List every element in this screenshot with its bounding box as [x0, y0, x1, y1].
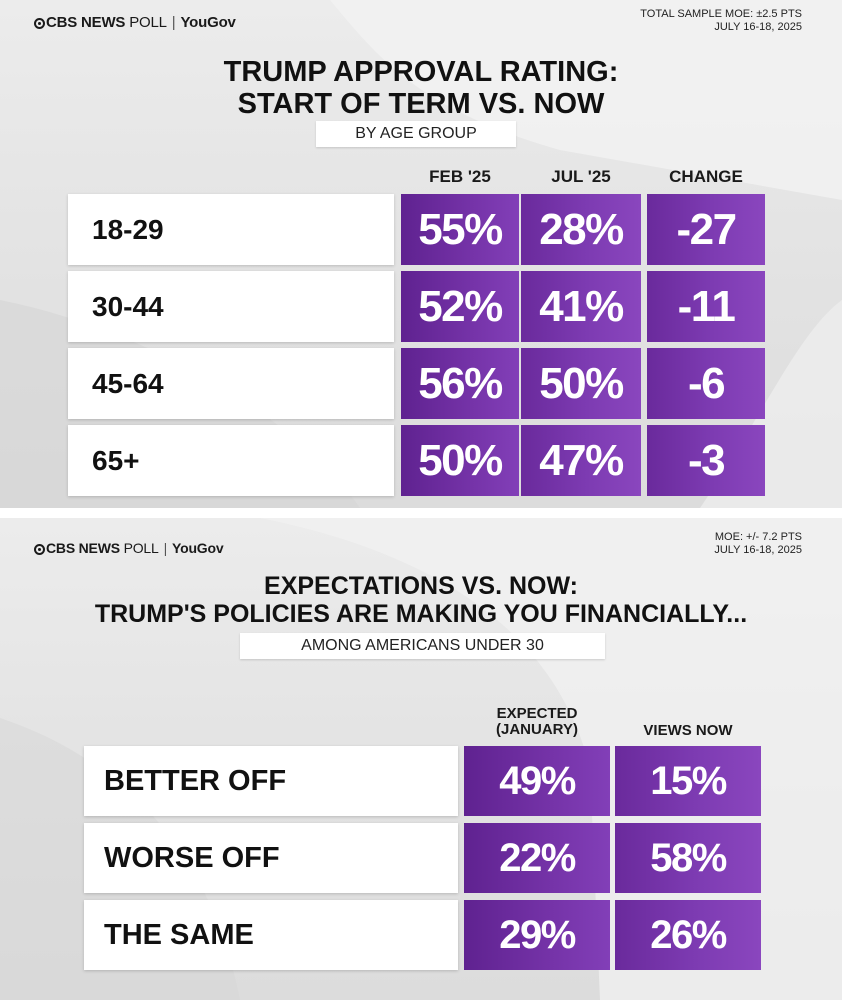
row-label: BETTER OFF [84, 746, 458, 816]
column-header: EXPECTED (JANUARY) [464, 706, 610, 738]
brand-divider: | [163, 540, 168, 556]
data-cell: 22% [464, 823, 610, 893]
column-header-line: EXPECTED [496, 705, 578, 722]
data-cell: 58% [615, 823, 761, 893]
cbs-eye-icon [34, 18, 45, 29]
moe-line: TOTAL SAMPLE MOE: ±2.5 PTS [640, 8, 802, 20]
column-header-line: (JANUARY) [496, 721, 578, 738]
data-cell: 49% [464, 746, 610, 816]
column-header-line: VIEWS NOW [643, 722, 733, 739]
column-header: FEB '25 [429, 167, 491, 186]
column-header: VIEWS NOW [615, 723, 761, 739]
data-cell: -27 [647, 194, 765, 265]
chart-title: TRUMP APPROVAL RATING: START OF TERM VS.… [0, 56, 842, 120]
data-cell: -3 [647, 425, 765, 496]
data-cell: 41% [521, 271, 641, 342]
data-cell: -11 [647, 271, 765, 342]
moe-line: MOE: +/- 7.2 PTS [714, 531, 802, 543]
title-line-2: START OF TERM VS. NOW [237, 88, 605, 120]
data-cell: 56% [401, 348, 519, 419]
data-cell: 29% [464, 900, 610, 970]
poll-brand: CBS NEWS POLL | YouGov [34, 14, 236, 31]
margin-of-error: TOTAL SAMPLE MOE: ±2.5 PTS JULY 16-18, 2… [640, 8, 802, 34]
chart-title: EXPECTATIONS VS. NOW: TRUMP'S POLICIES A… [0, 572, 842, 628]
poll-dates: JULY 16-18, 2025 [714, 21, 802, 33]
poll-dates: JULY 16-18, 2025 [714, 544, 802, 556]
chart-subtitle: BY AGE GROUP [316, 121, 516, 147]
row-label: WORSE OFF [84, 823, 458, 893]
data-cell: 50% [521, 348, 641, 419]
row-label: 18-29 [68, 194, 394, 265]
row-label: 30-44 [68, 271, 394, 342]
brand-network: CBS NEWS [46, 540, 120, 556]
brand-partner: YouGov [172, 540, 224, 556]
title-line-1: TRUMP APPROVAL RATING: [223, 56, 619, 88]
poll-brand: CBS NEWS POLL | YouGov [34, 540, 224, 556]
row-label: THE SAME [84, 900, 458, 970]
brand-poll: POLL [123, 540, 159, 556]
data-cell: 52% [401, 271, 519, 342]
title-line-2: TRUMP'S POLICIES ARE MAKING YOU FINANCIA… [94, 600, 748, 628]
row-label: 65+ [68, 425, 394, 496]
brand-partner: YouGov [180, 14, 236, 31]
data-cell: 50% [401, 425, 519, 496]
brand-network: CBS NEWS [46, 14, 126, 31]
brand-poll: POLL [129, 14, 167, 31]
cbs-eye-icon [34, 544, 45, 555]
row-label: 45-64 [68, 348, 394, 419]
data-cell: -6 [647, 348, 765, 419]
data-cell: 55% [401, 194, 519, 265]
data-cell: 15% [615, 746, 761, 816]
chart-subtitle: AMONG AMERICANS UNDER 30 [240, 633, 605, 659]
margin-of-error: MOE: +/- 7.2 PTS JULY 16-18, 2025 [714, 531, 802, 557]
column-header: CHANGE [669, 167, 743, 186]
data-cell: 47% [521, 425, 641, 496]
approval-panel: CBS NEWS POLL | YouGov TOTAL SAMPLE MOE: ±… [0, 0, 842, 508]
expectations-panel: CBS NEWS POLL | YouGov MOE: +/- 7.2 PTS JU… [0, 518, 842, 1000]
data-cell: 28% [521, 194, 641, 265]
brand-divider: | [171, 14, 176, 31]
data-cell: 26% [615, 900, 761, 970]
title-line-1: EXPECTATIONS VS. NOW: [264, 572, 578, 600]
column-header: JUL '25 [551, 167, 611, 186]
